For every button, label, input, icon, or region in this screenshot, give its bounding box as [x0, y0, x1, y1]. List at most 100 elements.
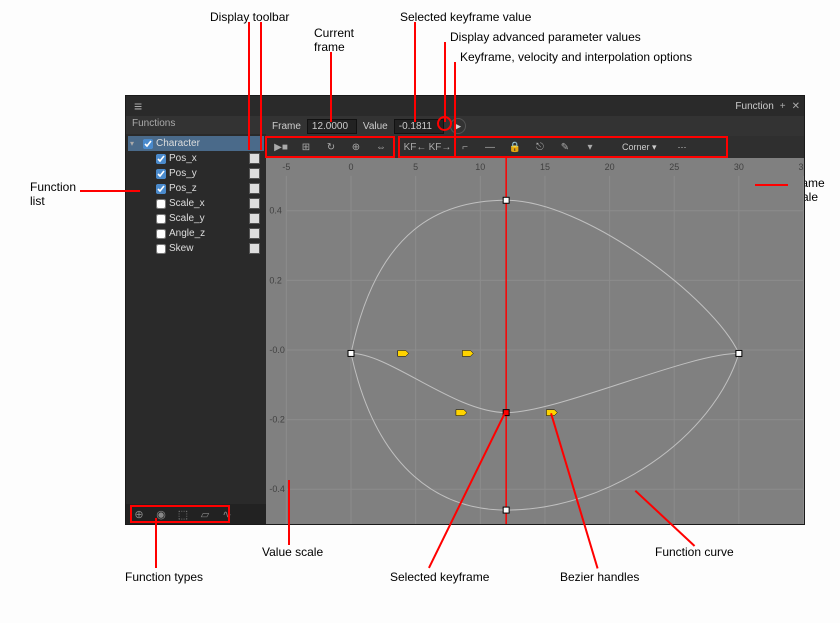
- svg-text:25: 25: [669, 162, 679, 172]
- tree-row[interactable]: Scale_x: [128, 196, 264, 211]
- visibility-checkbox[interactable]: [156, 169, 166, 179]
- graph-toolbar: ▶■⊞↻⊕⇔ KF←KF→⌐—🔒⎋✎▾ Corner ▾⋯: [266, 136, 804, 158]
- callout-line: [454, 62, 456, 156]
- tree-row[interactable]: Scale_y: [128, 211, 264, 226]
- toolbar-button[interactable]: ▶■: [270, 138, 292, 156]
- function-type-button[interactable]: ⬚: [174, 506, 192, 522]
- value-label: Value: [363, 121, 388, 132]
- color-swatch[interactable]: [249, 228, 260, 239]
- svg-text:35: 35: [799, 162, 804, 172]
- svg-text:5: 5: [413, 162, 418, 172]
- color-swatch[interactable]: [249, 183, 260, 194]
- anno-function-list: Function list: [30, 180, 76, 208]
- callout-line: [330, 52, 332, 122]
- tree-item-label: Pos_z: [169, 183, 197, 194]
- graph-panel: Frame 12.0000 Value -0.1811 ▶ ▶■⊞↻⊕⇔ KF←K…: [266, 116, 804, 524]
- visibility-checkbox[interactable]: [156, 229, 166, 239]
- toolbar-button[interactable]: 🔒: [504, 138, 526, 156]
- toolbar-button[interactable]: ⇔: [370, 138, 392, 156]
- tree-item-label: Scale_x: [169, 198, 205, 209]
- toolbar-button[interactable]: ▾: [579, 138, 601, 156]
- anno-selected-keyframe: Selected keyframe: [390, 570, 489, 584]
- function-type-button[interactable]: ⊕: [130, 506, 148, 522]
- callout-line: [755, 184, 788, 186]
- tree-item-label: Pos_x: [169, 153, 197, 164]
- svg-text:-0.4: -0.4: [269, 484, 284, 494]
- tree-row[interactable]: Skew: [128, 241, 264, 256]
- tree-item-label: Scale_y: [169, 213, 205, 224]
- svg-text:0.4: 0.4: [269, 206, 281, 216]
- visibility-checkbox[interactable]: [156, 199, 166, 209]
- tree-row[interactable]: ▾ Character: [128, 136, 264, 151]
- toolbar-button[interactable]: ↻: [320, 138, 342, 156]
- color-swatch[interactable]: [249, 243, 260, 254]
- svg-text:30: 30: [734, 162, 744, 172]
- function-type-button[interactable]: ∿: [218, 506, 236, 522]
- graph-area[interactable]: -5051015202530350.40.2-0.0-0.2-0.4: [266, 158, 804, 524]
- menu-icon[interactable]: ≡: [134, 98, 142, 114]
- tree-row[interactable]: Pos_x: [128, 151, 264, 166]
- app-window: ≡ Function + ✕ Functions ▾ Character Pos_x…: [125, 95, 805, 525]
- toolbar-button[interactable]: Corner ▾: [613, 138, 666, 156]
- toolbar-button[interactable]: ⋯: [669, 138, 696, 156]
- toolbar-button[interactable]: KF←: [404, 138, 426, 156]
- toolbar-button[interactable]: ⊞: [295, 138, 317, 156]
- color-swatch[interactable]: [249, 153, 260, 164]
- tree-item-label: Angle_z: [169, 228, 205, 239]
- add-button[interactable]: +: [780, 101, 786, 112]
- visibility-checkbox[interactable]: [156, 214, 166, 224]
- function-tree: ▾ Character Pos_x Pos_y Pos_z Scale_x Scale_y A…: [126, 134, 266, 504]
- toolbar-button[interactable]: KF→: [429, 138, 451, 156]
- function-panel: Functions ▾ Character Pos_x Pos_y Pos_z Scale…: [126, 116, 266, 524]
- anno-bezier-handles: Bezier handles: [560, 570, 639, 584]
- visibility-checkbox[interactable]: [156, 184, 166, 194]
- callout-line: [414, 22, 416, 122]
- toolbar-button[interactable]: ✎: [554, 138, 576, 156]
- svg-text:-0.0: -0.0: [269, 345, 284, 355]
- callout-line: [288, 480, 290, 545]
- svg-text:-0.2: -0.2: [269, 415, 284, 425]
- svg-text:20: 20: [605, 162, 615, 172]
- toolbar-button[interactable]: ⎋: [529, 138, 551, 156]
- callout-line: [444, 42, 446, 122]
- anno-advanced-params: Display advanced parameter values: [450, 30, 641, 44]
- toolbar-button[interactable]: ⌐: [454, 138, 476, 156]
- color-swatch[interactable]: [249, 213, 260, 224]
- tree-row[interactable]: Angle_z: [128, 226, 264, 241]
- toolbar-button[interactable]: —: [479, 138, 501, 156]
- color-swatch[interactable]: [249, 198, 260, 209]
- svg-text:-5: -5: [282, 162, 290, 172]
- tree-row[interactable]: Pos_z: [128, 181, 264, 196]
- twisty-icon[interactable]: ▾: [130, 139, 140, 148]
- toolbar-button[interactable]: ⊕: [345, 138, 367, 156]
- window-title: Function: [735, 101, 773, 112]
- function-type-button[interactable]: ▱: [196, 506, 214, 522]
- callout-line: [155, 518, 157, 568]
- visibility-checkbox[interactable]: [156, 244, 166, 254]
- callout-line: [80, 190, 140, 192]
- titlebar: ≡ Function + ✕: [126, 96, 804, 116]
- close-button[interactable]: ✕: [792, 101, 800, 112]
- frame-bar: Frame 12.0000 Value -0.1811 ▶: [266, 116, 804, 136]
- anno-function-types: Function types: [125, 570, 203, 584]
- color-swatch[interactable]: [249, 168, 260, 179]
- tree-item-label: Skew: [169, 243, 193, 254]
- frame-label: Frame: [272, 121, 301, 132]
- graph-svg: -5051015202530350.40.2-0.0-0.2-0.4: [266, 158, 804, 524]
- svg-text:10: 10: [475, 162, 485, 172]
- anno-current-frame: Current frame: [314, 26, 354, 54]
- tree-item-label: Pos_y: [169, 168, 197, 179]
- visibility-checkbox[interactable]: [143, 139, 153, 149]
- visibility-checkbox[interactable]: [156, 154, 166, 164]
- value-field[interactable]: -0.1811: [394, 119, 444, 134]
- svg-text:0.2: 0.2: [269, 275, 281, 285]
- play-advanced-button[interactable]: ▶: [450, 118, 466, 134]
- callout-line: [260, 22, 262, 150]
- function-panel-header: Functions: [126, 116, 266, 134]
- anno-value-scale: Value scale: [262, 545, 323, 559]
- tree-row[interactable]: Pos_y: [128, 166, 264, 181]
- callout-line: [248, 22, 250, 150]
- anno-function-curve: Function curve: [655, 545, 734, 559]
- anno-selected-kf-value: Selected keyframe value: [400, 10, 531, 24]
- tree-item-label: Character: [156, 138, 200, 149]
